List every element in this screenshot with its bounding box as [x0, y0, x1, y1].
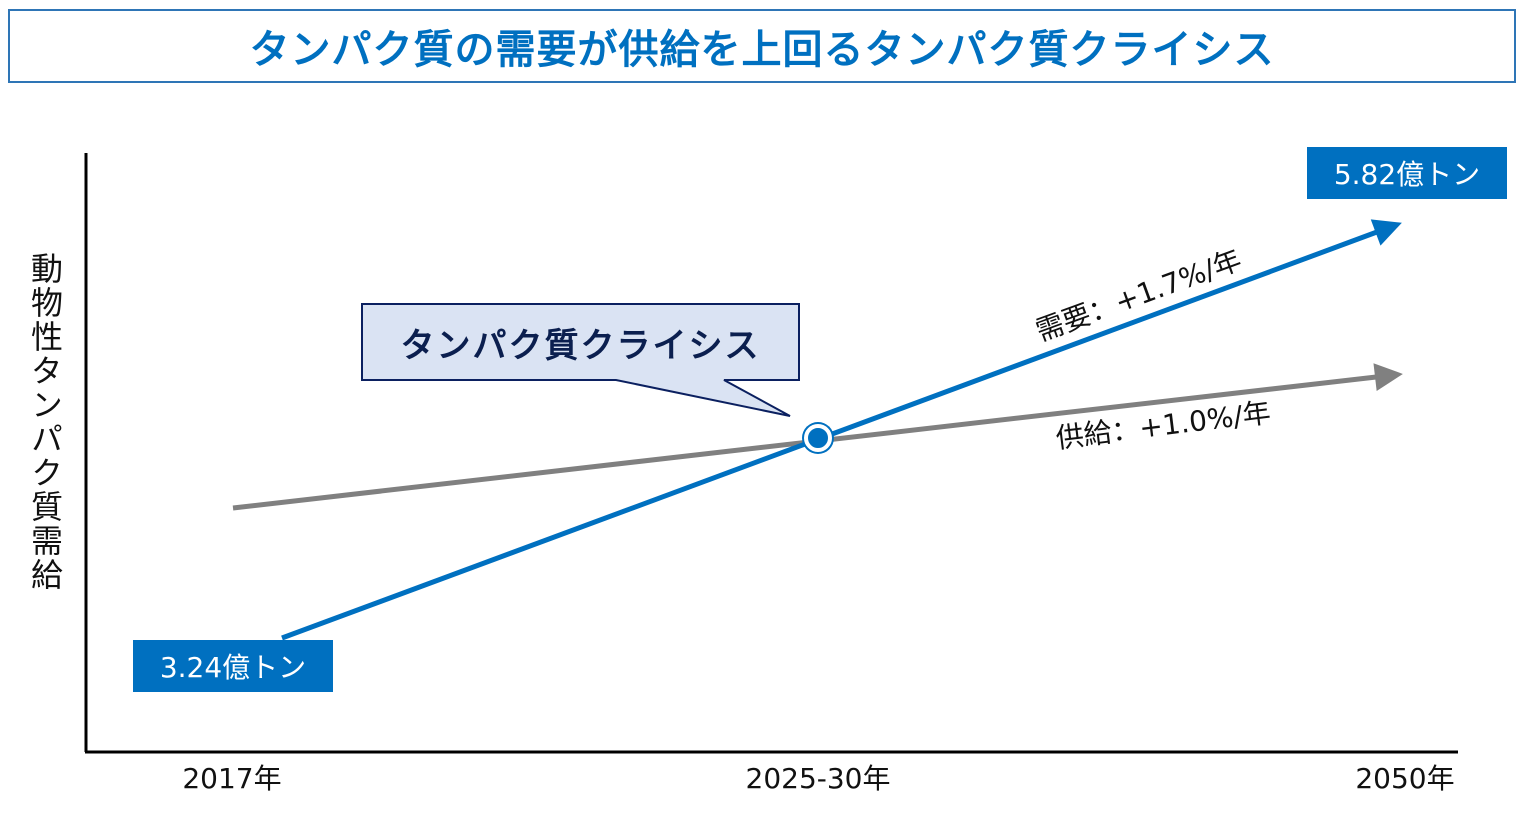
demand-line	[281, 219, 1402, 641]
y-axis-label: 動物性タンパク質需給	[26, 252, 64, 592]
x-tick-2050: 2050年	[1355, 762, 1455, 795]
callout-label: タンパク質クライシス	[400, 325, 761, 366]
crossover-point-inner	[804, 424, 832, 452]
x-tick-2025-30: 2025-30年	[745, 762, 891, 795]
page-title: タンパク質の需要が供給を上回るタンパク質クライシス	[8, 9, 1516, 83]
end-value-label: 5.82億トン	[1307, 147, 1507, 199]
x-tick-2017: 2017年	[182, 762, 282, 795]
start-value-label: 3.24億トン	[133, 640, 333, 692]
callout-box	[361, 303, 800, 417]
